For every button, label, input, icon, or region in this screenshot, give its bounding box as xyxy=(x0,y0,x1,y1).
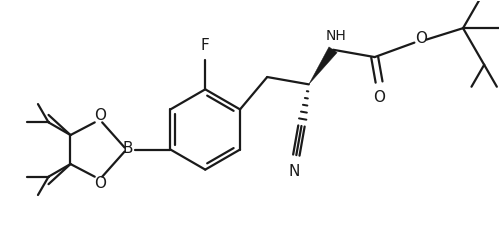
Text: B: B xyxy=(123,141,134,156)
Text: N: N xyxy=(288,164,300,179)
Text: F: F xyxy=(201,38,209,53)
Text: O: O xyxy=(94,108,106,123)
Text: NH: NH xyxy=(325,29,346,43)
Text: O: O xyxy=(416,31,428,46)
Polygon shape xyxy=(309,47,337,84)
Text: O: O xyxy=(94,176,106,191)
Text: O: O xyxy=(373,89,385,104)
